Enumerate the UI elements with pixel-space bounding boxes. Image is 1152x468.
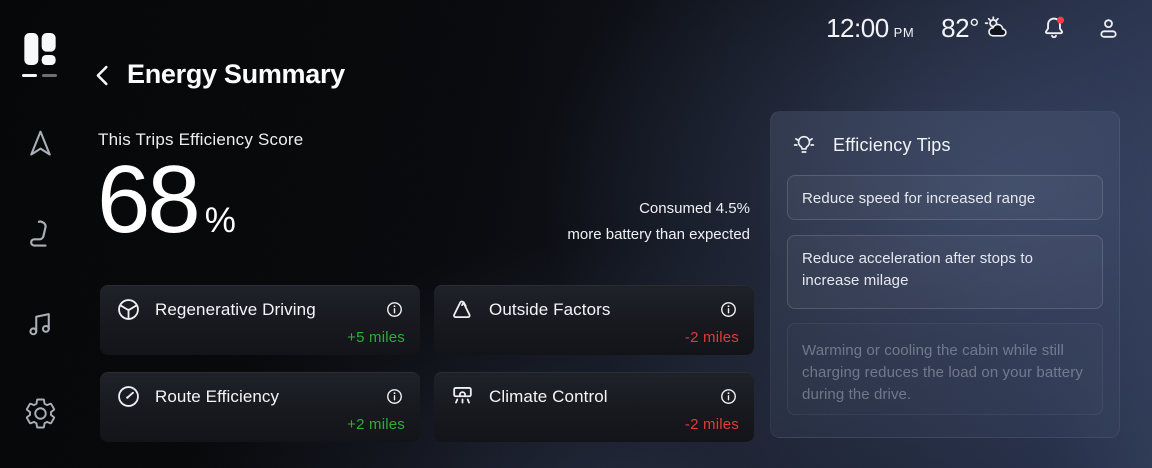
back-button[interactable]: [90, 62, 117, 89]
lightbulb-icon: [788, 129, 820, 161]
delta-value: +5 miles: [347, 329, 405, 346]
nav-arrow-icon: [24, 127, 57, 160]
sidebar-item-seat[interactable]: [0, 217, 80, 252]
delta-value: +2 miles: [347, 416, 405, 433]
score-label: This Trips Efficiency Score: [98, 130, 304, 149]
status-bar: 12:00 PM 82°: [826, 12, 1122, 44]
notifications-button[interactable]: [1040, 14, 1068, 42]
card-title: Regenerative Driving: [155, 299, 316, 319]
sidebar-item-media[interactable]: [0, 307, 80, 340]
notification-dot: [1057, 16, 1065, 24]
home-page-indicator: [22, 74, 57, 77]
mountain-icon: [449, 296, 476, 323]
gauge-icon: [115, 383, 142, 410]
sidebar-item-navigation[interactable]: [0, 127, 80, 160]
tip-item: Warming or cooling the cabin while still…: [787, 323, 1103, 415]
clock: 12:00 PM: [826, 13, 914, 44]
app-grid-icon: [20, 28, 60, 70]
delta-value: -2 miles: [684, 329, 739, 346]
temperature-text: 82°: [941, 12, 979, 43]
info-icon[interactable]: [718, 386, 739, 407]
consumed-line1: Consumed 4.5%: [639, 200, 750, 217]
sidebar-item-home[interactable]: [0, 28, 80, 70]
seat-icon: [23, 217, 58, 252]
score-value: 68: [97, 146, 201, 253]
card-title: Climate Control: [489, 386, 608, 406]
climate-vent-icon: [449, 383, 476, 410]
sidebar-item-settings[interactable]: [0, 396, 80, 431]
factor-cards: Regenerative Driving +5 miles Outside Fa…: [100, 285, 754, 442]
tip-item[interactable]: Reduce speed for increased range: [787, 175, 1103, 220]
active-page-dash: [22, 74, 37, 77]
card-climate-control[interactable]: Climate Control -2 miles: [434, 372, 754, 442]
time-text: 12:00: [826, 12, 889, 43]
page-title: Energy Summary: [127, 59, 345, 89]
info-icon[interactable]: [384, 299, 405, 320]
weather: 82°: [941, 13, 1013, 44]
sidebar: [0, 0, 80, 468]
card-title: Route Efficiency: [155, 386, 280, 406]
tip-item[interactable]: Reduce acceleration after stops to incre…: [787, 235, 1103, 309]
efficiency-score: 68 %: [97, 146, 236, 253]
profile-button[interactable]: [1095, 15, 1122, 42]
meridiem-text: PM: [893, 24, 915, 40]
card-outside-factors[interactable]: Outside Factors -2 miles: [434, 285, 754, 355]
tips-title: Efficiency Tips: [833, 134, 951, 155]
music-note-icon: [24, 307, 57, 340]
consumed-summary: Consumed 4.5% more battery than expected: [567, 196, 750, 248]
card-route-efficiency[interactable]: Route Efficiency +2 miles: [100, 372, 420, 442]
card-regenerative-driving[interactable]: Regenerative Driving +5 miles: [100, 285, 420, 355]
consumed-line2: more battery than expected: [567, 226, 750, 243]
steering-wheel-icon: [115, 296, 142, 323]
tips-header: Efficiency Tips: [771, 112, 1119, 161]
gear-icon: [23, 396, 58, 431]
chevron-left-icon: [90, 62, 117, 89]
info-icon[interactable]: [384, 386, 405, 407]
card-title: Outside Factors: [489, 299, 611, 319]
inactive-page-dash: [42, 74, 57, 77]
partly-cloudy-icon: [982, 13, 1013, 44]
delta-value: -2 miles: [684, 416, 739, 433]
info-icon[interactable]: [718, 299, 739, 320]
score-unit: %: [204, 201, 236, 240]
efficiency-tips-panel: Efficiency Tips Reduce speed for increas…: [770, 111, 1120, 438]
